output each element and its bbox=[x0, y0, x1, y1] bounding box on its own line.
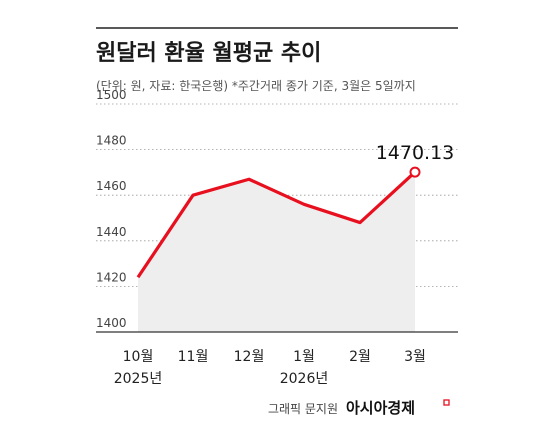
x-tick-label: 10월 bbox=[123, 349, 154, 365]
x-tick-label: 1월 bbox=[293, 349, 315, 365]
y-tick-label: 1420 bbox=[96, 270, 127, 284]
x-tick-label: 3월 bbox=[404, 349, 426, 365]
year-label: 2026년 bbox=[280, 371, 329, 387]
data-points bbox=[409, 166, 421, 178]
credit-text: 그래픽 문지원 bbox=[268, 402, 338, 416]
chart-title: 원달러 환율 월평균 추이 bbox=[96, 41, 321, 66]
publisher-logo: 아시아경제 bbox=[346, 399, 415, 417]
x-tick-label: 12월 bbox=[234, 349, 265, 365]
y-tick-label: 1440 bbox=[96, 225, 127, 239]
y-tick-label: 1400 bbox=[96, 316, 127, 330]
data-point-marker bbox=[409, 166, 421, 178]
x-axis-labels: 10월 11월 12월 1월 2월 3월 2025년 2026년 bbox=[114, 349, 426, 387]
y-axis-labels: 1400 1420 1440 1460 1480 1500 bbox=[96, 88, 127, 330]
series-line bbox=[136, 170, 417, 279]
area-fill bbox=[138, 172, 415, 332]
year-label: 2025년 bbox=[114, 371, 163, 387]
chart-subtitle: (단위: 원, 자료: 한국은행) *주간거래 종가 기준, 3월은 5일까지 bbox=[96, 78, 416, 93]
y-tick-label: 1460 bbox=[96, 179, 127, 193]
logo-mark-icon bbox=[443, 399, 450, 406]
y-tick-label: 1500 bbox=[96, 88, 127, 102]
data-label: 1470.13 bbox=[376, 142, 455, 164]
x-tick-label: 11월 bbox=[178, 349, 209, 365]
x-tick-label: 2월 bbox=[349, 349, 371, 365]
y-tick-label: 1480 bbox=[96, 134, 127, 148]
